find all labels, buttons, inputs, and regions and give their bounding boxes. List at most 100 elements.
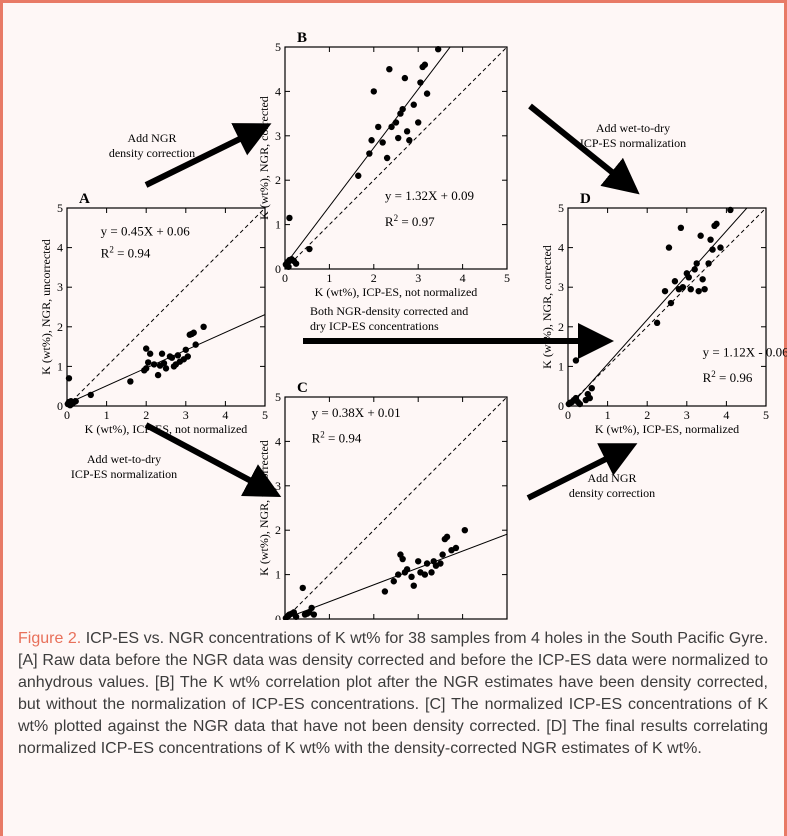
x-tick-label-a: 0 bbox=[64, 408, 70, 422]
x-tick-label-a: 4 bbox=[222, 408, 228, 422]
equation-c: y = 0.38X + 0.01 bbox=[312, 405, 401, 420]
data-point-c bbox=[439, 551, 446, 558]
x-tick-label-b: 1 bbox=[326, 271, 332, 285]
r-squared-superscript: 2 bbox=[711, 369, 716, 379]
arrow-b-to-d bbox=[528, 103, 640, 195]
x-tick-label-b: 4 bbox=[460, 271, 466, 285]
y-tick-label-d: 3 bbox=[558, 280, 564, 294]
data-point-d bbox=[707, 236, 714, 243]
y-tick-label-a: 3 bbox=[57, 280, 63, 294]
data-point-d bbox=[697, 232, 704, 239]
data-point-a bbox=[168, 354, 176, 361]
plot-frame-d bbox=[567, 207, 767, 407]
data-point-a bbox=[143, 365, 150, 372]
x-tick-label-b: 2 bbox=[371, 271, 377, 285]
data-point-d bbox=[576, 400, 584, 408]
data-point-a bbox=[192, 341, 199, 348]
data-point-d bbox=[717, 244, 724, 251]
data-point-d bbox=[687, 285, 694, 293]
x-axis-label-b: K (wt%), ICP-ES, not normalized bbox=[315, 285, 478, 299]
arrow-a-to-b bbox=[144, 123, 272, 188]
data-point-b bbox=[423, 90, 431, 97]
x-tick-label-d: 3 bbox=[684, 408, 690, 422]
x-tick-label-a: 3 bbox=[183, 408, 189, 422]
data-point-d bbox=[667, 299, 675, 307]
data-point-d bbox=[699, 276, 706, 283]
y-tick-label-b: 0 bbox=[275, 262, 281, 276]
x-tick-label-d: 5 bbox=[763, 408, 769, 422]
data-point-a bbox=[87, 391, 94, 399]
data-point-b bbox=[286, 214, 293, 222]
y-tick-label-c: 2 bbox=[275, 523, 281, 537]
data-point-b bbox=[415, 119, 422, 126]
r-squared-symbol: R bbox=[385, 214, 394, 229]
data-point-c bbox=[310, 611, 318, 618]
data-point-d bbox=[727, 206, 734, 214]
y-tick-label-c: 1 bbox=[275, 568, 281, 582]
y-tick-label-d: 1 bbox=[558, 359, 564, 373]
data-point-b bbox=[388, 123, 395, 131]
data-point-c bbox=[461, 527, 469, 534]
data-point-d bbox=[661, 287, 669, 295]
regression-line-d bbox=[569, 208, 748, 406]
figure-graphics: Add NGR density correction Add wet-to-dr… bbox=[39, 30, 787, 620]
r-squared-a: R2 = 0.94 bbox=[101, 245, 151, 261]
data-point-b bbox=[417, 79, 424, 86]
plot-frame-b bbox=[284, 46, 508, 270]
data-point-d bbox=[695, 287, 702, 295]
identity-line-b bbox=[285, 47, 507, 269]
data-point-d bbox=[693, 260, 700, 267]
panel-label-a: A bbox=[79, 191, 90, 207]
data-point-c bbox=[399, 555, 406, 563]
r-squared-symbol: R bbox=[101, 246, 110, 261]
data-point-c bbox=[408, 573, 415, 581]
panel-label-b: B bbox=[297, 30, 307, 46]
x-axis-label-d: K (wt%), ICP-ES, normalized bbox=[595, 422, 739, 436]
arrow-b-to-d-label-line1: Add wet-to-dry bbox=[596, 121, 670, 135]
data-point-a bbox=[184, 353, 191, 360]
r-squared-superscript: 2 bbox=[394, 213, 399, 223]
data-point-c bbox=[381, 588, 389, 595]
data-point-a bbox=[182, 346, 189, 353]
data-point-c bbox=[308, 604, 315, 612]
arrow-a-to-d-label-line2: dry ICP-ES concentrations bbox=[310, 319, 439, 333]
data-point-b bbox=[399, 105, 406, 113]
data-point-a bbox=[146, 350, 154, 357]
y-tick-label-c: 5 bbox=[275, 390, 281, 404]
arrow-a-to-c bbox=[144, 422, 282, 498]
y-tick-label-d: 4 bbox=[558, 241, 564, 255]
data-point-d bbox=[677, 224, 685, 231]
data-point-b bbox=[292, 260, 300, 267]
data-point-d bbox=[586, 394, 593, 402]
data-point-b bbox=[285, 263, 292, 270]
arrow-c-to-d-label-line2: density correction bbox=[569, 486, 655, 500]
r-squared-value: = 0.96 bbox=[716, 370, 753, 385]
data-point-c bbox=[423, 560, 431, 567]
data-point-d bbox=[685, 274, 692, 281]
r-squared-b: R2 = 0.97 bbox=[385, 213, 435, 229]
panel-c: C001122334455K (wt%), ICP-ES, normalized… bbox=[257, 380, 508, 620]
y-tick-label-b: 5 bbox=[275, 40, 281, 54]
y-axis-label-d: K (wt%), NGR, corrected bbox=[540, 245, 554, 369]
y-axis-label-b: K (wt%), NGR, corrected bbox=[257, 96, 271, 220]
data-point-d bbox=[671, 278, 679, 285]
r-squared-superscript: 2 bbox=[320, 430, 325, 440]
data-point-b bbox=[386, 66, 393, 73]
y-tick-label-d: 0 bbox=[558, 399, 564, 413]
data-point-a bbox=[65, 375, 73, 382]
r-squared-symbol: R bbox=[703, 370, 712, 385]
data-point-d bbox=[653, 319, 661, 327]
data-point-c bbox=[443, 533, 451, 541]
equation-d: y = 1.12X - 0.06 bbox=[703, 345, 787, 360]
data-point-a bbox=[158, 350, 166, 357]
data-point-b bbox=[366, 150, 373, 157]
y-tick-label-d: 2 bbox=[558, 320, 564, 334]
arrow-a-to-d-label-line1: Both NGR-density corrected and bbox=[310, 304, 468, 318]
y-axis-label-c: K (wt%), NGR, uncorrected bbox=[257, 440, 271, 576]
y-tick-label-b: 4 bbox=[275, 84, 281, 98]
arrow-c-to-d bbox=[526, 443, 638, 501]
regression-line-a bbox=[67, 314, 265, 405]
x-tick-label-b: 3 bbox=[415, 271, 421, 285]
y-tick-label-c: 0 bbox=[275, 612, 281, 620]
data-point-d bbox=[713, 220, 720, 228]
